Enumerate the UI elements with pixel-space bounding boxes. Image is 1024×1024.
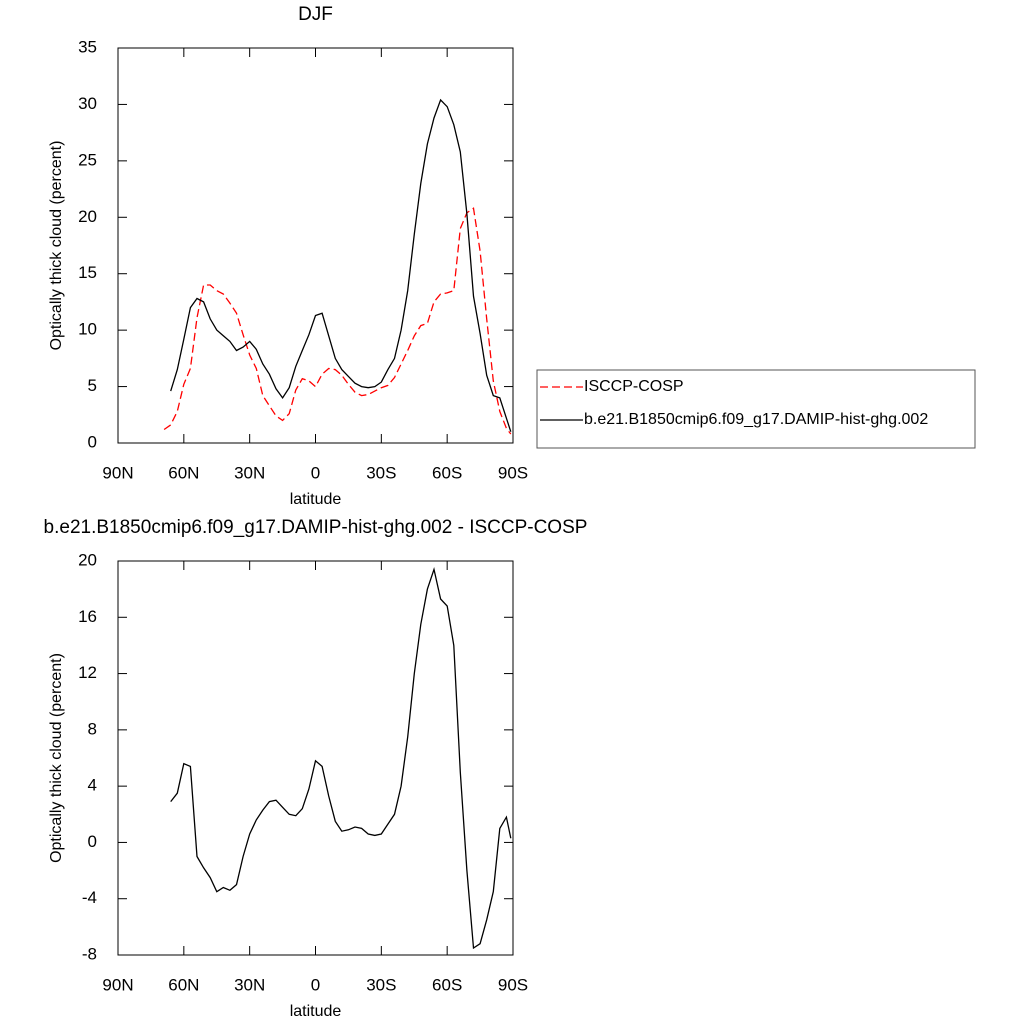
- y-tick-label: -8: [82, 944, 97, 963]
- chart-title: b.e21.B1850cmip6.f09_g17.DAMIP-hist-ghg.…: [44, 517, 588, 538]
- legend-label: ISCCP-COSP: [584, 378, 684, 395]
- y-tick-label: 15: [78, 263, 97, 282]
- x-tick-label: 90S: [498, 463, 528, 482]
- x-tick-label: 0: [311, 463, 320, 482]
- y-tick-label: 20: [78, 207, 97, 226]
- y-axis-label: Optically thick cloud (percent): [48, 141, 65, 351]
- x-tick-label: 90S: [498, 975, 528, 994]
- x-tick-label: 30S: [366, 975, 396, 994]
- data-line: [170, 566, 512, 950]
- y-tick-label: 25: [78, 150, 97, 169]
- x-tick-label: 30N: [234, 975, 265, 994]
- y-tick-label: 5: [88, 376, 97, 395]
- x-tick-label: 60N: [168, 975, 199, 994]
- y-tick-label: 8: [88, 719, 97, 738]
- x-tick-label: 60S: [432, 463, 462, 482]
- y-tick-label: 12: [78, 663, 97, 682]
- data-line: [163, 207, 512, 435]
- x-tick-label: 60N: [168, 463, 199, 482]
- y-tick-label: 35: [78, 37, 97, 56]
- x-tick-label: 30N: [234, 463, 265, 482]
- y-tick-label: 0: [88, 832, 97, 851]
- y-tick-label: 20: [78, 550, 97, 569]
- plot-frame: [117, 560, 514, 956]
- x-tick-label: 60S: [432, 975, 462, 994]
- x-tick-label: 30S: [366, 463, 396, 482]
- legend-label: b.e21.B1850cmip6.f09_g17.DAMIP-hist-ghg.…: [584, 411, 928, 428]
- y-tick-label: -4: [82, 888, 97, 907]
- y-tick-label: 0: [88, 432, 97, 451]
- legend-box: [536, 369, 976, 449]
- x-tick-label: 0: [311, 975, 320, 994]
- y-tick-label: 30: [78, 94, 97, 113]
- plot-frame: [117, 47, 514, 444]
- x-tick-label: 90N: [102, 975, 133, 994]
- data-line: [170, 98, 512, 432]
- y-axis-label: Optically thick cloud (percent): [48, 653, 65, 863]
- y-tick-label: 10: [78, 320, 97, 339]
- chart-title: DJF: [298, 4, 333, 25]
- x-axis-label: latitude: [290, 1003, 342, 1020]
- y-tick-label: 4: [88, 776, 97, 795]
- x-axis-label: latitude: [290, 491, 342, 508]
- x-tick-label: 90N: [102, 463, 133, 482]
- y-tick-label: 16: [78, 607, 97, 626]
